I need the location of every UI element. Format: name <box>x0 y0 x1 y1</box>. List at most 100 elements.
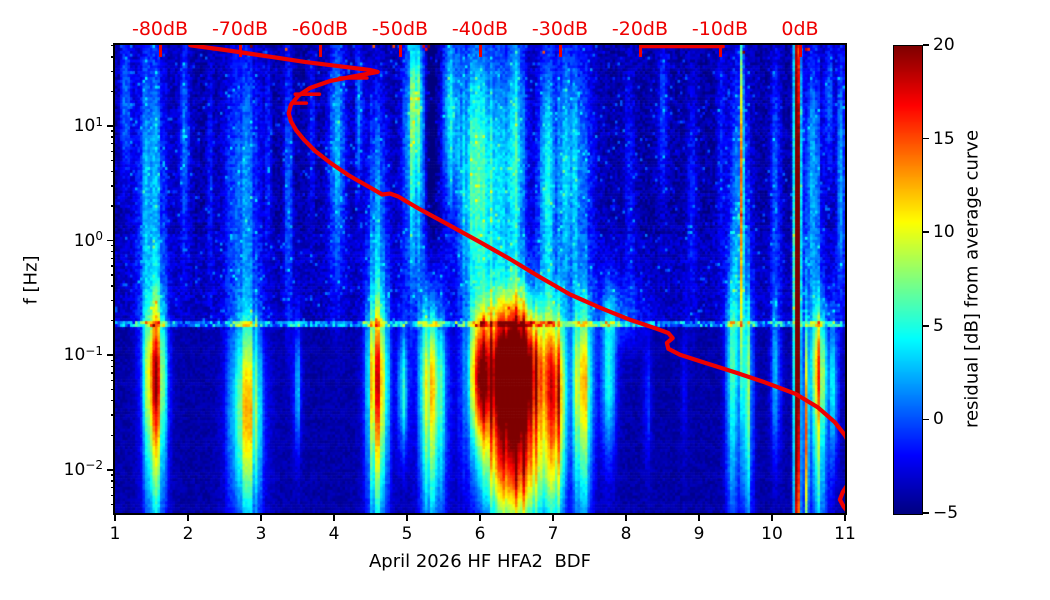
axis-tick <box>260 513 262 521</box>
axis-tick <box>110 503 115 505</box>
axis-tick <box>107 239 115 242</box>
y-axis-label: f [Hz] <box>20 255 42 305</box>
axis-tick <box>110 70 115 72</box>
axis-tick <box>922 44 929 46</box>
axis-tick <box>110 170 115 173</box>
axis-tick <box>922 512 929 514</box>
axis-tick <box>110 486 115 489</box>
top-axis-tick-label: -40dB <box>451 18 509 40</box>
x-tick-label: 5 <box>401 524 413 544</box>
axis-tick <box>110 379 115 382</box>
x-tick-label: 7 <box>547 524 559 544</box>
x-tick-label: 9 <box>693 524 705 544</box>
top-axis-tick-label: 0dB <box>781 18 819 40</box>
axis-tick <box>922 137 929 140</box>
axis-tick <box>922 324 929 327</box>
axis-tick <box>110 434 115 436</box>
axis-tick <box>110 130 115 132</box>
top-axis-tick-label: -50dB <box>371 18 429 40</box>
colorbar-tick-label: −5 <box>933 503 959 523</box>
axis-tick <box>110 185 115 187</box>
top-axis-tick <box>158 45 162 57</box>
colorbar-tick-label: 0 <box>933 409 944 430</box>
x-tick-label: 10 <box>761 524 783 544</box>
top-axis-tick-label: -10dB <box>691 18 749 40</box>
axis-tick <box>110 388 115 391</box>
colorbar-tick-label: 15 <box>933 128 955 149</box>
x-tick-label: 4 <box>328 524 340 544</box>
colorbar-label: residual [dB] from average curve <box>961 129 983 429</box>
axis-tick <box>114 513 116 521</box>
top-axis-tick <box>478 45 482 57</box>
colorbar-gradient-canvas <box>894 46 922 514</box>
axis-tick <box>552 513 554 521</box>
axis-tick <box>110 299 115 302</box>
axis-tick <box>110 205 115 207</box>
average-curve <box>188 45 845 440</box>
axis-tick <box>110 250 115 253</box>
axis-tick <box>110 56 115 58</box>
axis-tick <box>110 494 115 496</box>
x-axis-label: April 2026 HF HFA2 BDF <box>368 551 592 572</box>
plot-area <box>113 43 847 515</box>
axis-tick <box>110 274 115 276</box>
axis-tick <box>844 513 846 521</box>
axis-tick <box>406 513 408 521</box>
axis-tick <box>922 231 929 234</box>
axis-tick <box>110 359 115 362</box>
axis-tick <box>110 142 115 145</box>
axis-tick <box>110 45 115 47</box>
x-tick-label: 3 <box>255 524 267 544</box>
top-axis-tick-label: -60dB <box>291 18 349 40</box>
x-tick-label: 8 <box>620 524 632 544</box>
top-axis-tick <box>558 45 562 57</box>
axis-tick <box>333 513 335 521</box>
axis-tick <box>110 400 115 402</box>
average-curve-overlay <box>188 45 845 512</box>
top-axis-tick-label: -20dB <box>611 18 669 40</box>
axis-tick <box>771 513 773 521</box>
top-axis-tick <box>318 45 322 57</box>
top-axis-tick <box>638 45 642 57</box>
x-tick-label: 1 <box>109 524 121 544</box>
top-axis-tick <box>718 45 722 57</box>
top-axis-tick-label: -30dB <box>531 18 589 40</box>
axis-tick <box>110 159 115 162</box>
top-axis-tick-label: -80dB <box>131 18 189 40</box>
axis-tick <box>110 257 115 259</box>
y-tick-label: 100 <box>73 229 103 251</box>
y-tick-label: 10−1 <box>63 343 103 366</box>
spectrogram-heatmap-canvas <box>115 45 845 513</box>
y-tick-label: 10−2 <box>63 458 103 480</box>
colorbar-tick-label: 5 <box>933 315 944 336</box>
axis-tick <box>110 150 115 153</box>
x-tick-label: 11 <box>834 524 856 544</box>
axis-tick <box>110 136 115 138</box>
colorbar-tick-label: 20 <box>933 35 955 55</box>
axis-tick <box>479 513 481 521</box>
axis-tick <box>110 90 115 93</box>
axis-tick <box>107 354 115 357</box>
axis-tick <box>110 480 115 482</box>
axis-tick <box>625 513 627 521</box>
axis-tick <box>110 372 115 374</box>
colorbar <box>893 45 923 515</box>
axis-tick <box>110 414 115 416</box>
axis-tick <box>110 365 115 367</box>
top-axis-tick <box>798 45 802 57</box>
x-tick-label: 6 <box>474 524 486 544</box>
axis-tick <box>110 265 115 267</box>
x-tick-label: 2 <box>182 524 194 544</box>
axis-tick <box>187 513 189 521</box>
top-axis-tick <box>238 45 242 57</box>
axis-tick <box>110 245 115 247</box>
axis-tick <box>110 474 115 476</box>
axis-tick <box>107 125 115 127</box>
top-axis-tick <box>398 45 402 57</box>
colorbar-tick-label: 10 <box>933 222 955 243</box>
axis-tick <box>698 513 700 521</box>
y-tick-label: 101 <box>73 114 103 136</box>
axis-tick <box>110 285 115 287</box>
top-axis-tick-label: -70dB <box>211 18 269 40</box>
